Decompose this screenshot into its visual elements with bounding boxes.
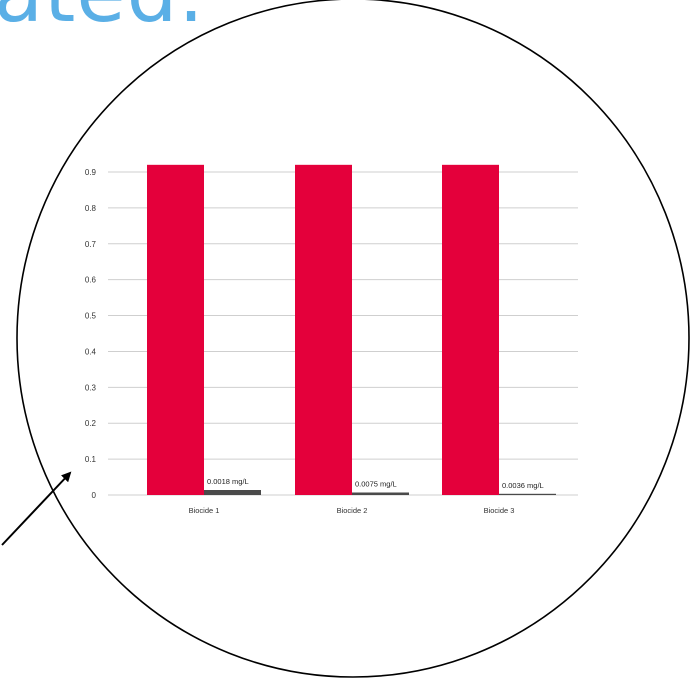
data-label: 0.0075 mg/L: [355, 480, 397, 489]
y-tick-label: 0.4: [85, 347, 97, 356]
data-label: 0.0036 mg/L: [502, 481, 544, 490]
y-tick-label: 0.6: [85, 276, 97, 285]
y-tick-label: 0.7: [85, 240, 97, 249]
y-tick-label: 0.9: [85, 168, 97, 177]
y-tick-label: 0.8: [85, 204, 97, 213]
y-tick-label: 0.3: [85, 383, 97, 392]
heading-fragment: ated.: [0, 0, 205, 34]
x-tick-label: Biocide 2: [337, 506, 368, 515]
y-tick-label: 0.5: [85, 312, 97, 321]
bar-primary: [147, 164, 204, 496]
y-tick-label: 0: [92, 491, 97, 500]
x-tick-label: Biocide 1: [189, 506, 220, 515]
bar-primary: [295, 164, 352, 496]
bar-secondary: [204, 490, 261, 495]
pointer-arrow: [1, 471, 72, 546]
bar-secondary: [499, 493, 556, 495]
data-label: 0.0018 mg/L: [207, 477, 249, 486]
magnifier-circle: [16, 0, 690, 678]
bar-chart: 0 0.1 0.2 0.3 0.4 0.5 0.6 0.7 0.8 0.9 0.0018 mg/L B…: [85, 164, 578, 515]
y-tick-label: 0.1: [85, 455, 97, 464]
bar-primary: [442, 164, 499, 496]
y-tick-label: 0.2: [85, 419, 97, 428]
x-tick-label: Biocide 3: [484, 506, 515, 515]
bar-secondary: [352, 492, 409, 495]
